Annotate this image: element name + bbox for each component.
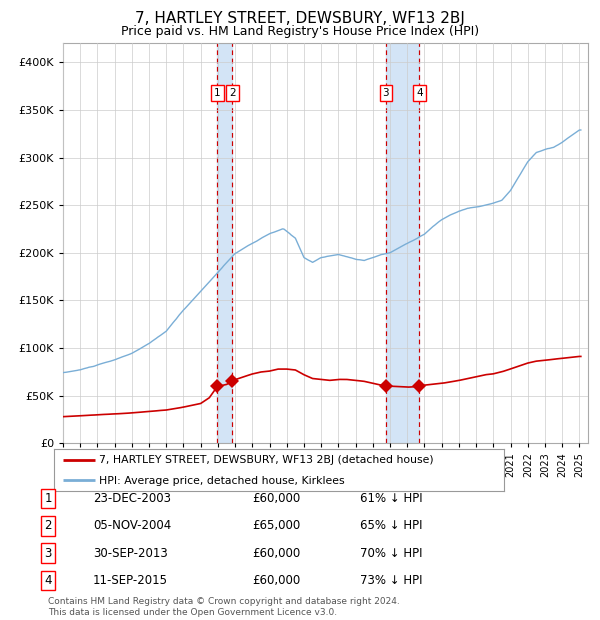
Text: 1: 1 xyxy=(44,492,52,505)
Text: 65% ↓ HPI: 65% ↓ HPI xyxy=(360,520,422,532)
Text: 70% ↓ HPI: 70% ↓ HPI xyxy=(360,547,422,559)
Text: £60,000: £60,000 xyxy=(252,574,300,587)
Text: 4: 4 xyxy=(416,89,422,99)
Text: £60,000: £60,000 xyxy=(252,492,300,505)
Text: 11-SEP-2015: 11-SEP-2015 xyxy=(93,574,168,587)
Bar xyxy=(217,43,232,443)
Text: 1: 1 xyxy=(214,89,221,99)
Text: 2: 2 xyxy=(44,520,52,532)
Bar xyxy=(386,43,419,443)
Text: 23-DEC-2003: 23-DEC-2003 xyxy=(93,492,171,505)
Text: 61% ↓ HPI: 61% ↓ HPI xyxy=(360,492,422,505)
Text: £60,000: £60,000 xyxy=(252,547,300,559)
Text: 7, HARTLEY STREET, DEWSBURY, WF13 2BJ (detached house): 7, HARTLEY STREET, DEWSBURY, WF13 2BJ (d… xyxy=(99,455,434,465)
Text: 30-SEP-2013: 30-SEP-2013 xyxy=(93,547,168,559)
Text: 3: 3 xyxy=(382,89,389,99)
Text: 2: 2 xyxy=(229,89,236,99)
Text: 4: 4 xyxy=(44,574,52,587)
Text: 73% ↓ HPI: 73% ↓ HPI xyxy=(360,574,422,587)
Text: 7, HARTLEY STREET, DEWSBURY, WF13 2BJ: 7, HARTLEY STREET, DEWSBURY, WF13 2BJ xyxy=(135,11,465,26)
Text: HPI: Average price, detached house, Kirklees: HPI: Average price, detached house, Kirk… xyxy=(99,476,344,485)
Text: Price paid vs. HM Land Registry's House Price Index (HPI): Price paid vs. HM Land Registry's House … xyxy=(121,25,479,38)
Text: 05-NOV-2004: 05-NOV-2004 xyxy=(93,520,171,532)
Text: 3: 3 xyxy=(44,547,52,559)
Text: Contains HM Land Registry data © Crown copyright and database right 2024.
This d: Contains HM Land Registry data © Crown c… xyxy=(48,598,400,617)
Text: £65,000: £65,000 xyxy=(252,520,300,532)
